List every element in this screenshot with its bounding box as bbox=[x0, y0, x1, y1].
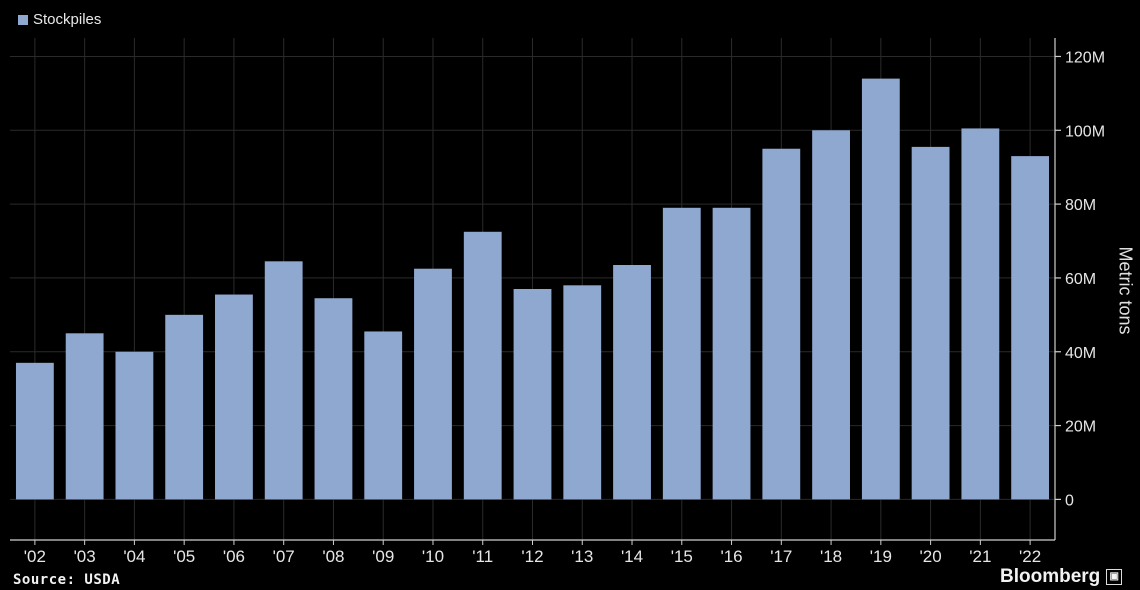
bar-12 bbox=[513, 289, 552, 500]
x-tick-label: '04 bbox=[123, 547, 145, 566]
bar-08 bbox=[314, 298, 353, 500]
y-tick-label: 120M bbox=[1065, 49, 1105, 66]
legend-swatch bbox=[18, 14, 28, 25]
legend-label: Stockpiles bbox=[33, 11, 102, 28]
x-tick-label: '21 bbox=[969, 547, 991, 566]
x-tick-label: '15 bbox=[671, 547, 693, 566]
bar-04 bbox=[115, 351, 154, 500]
x-tick-label: '22 bbox=[1019, 547, 1041, 566]
x-tick-label: '10 bbox=[422, 547, 444, 566]
y-tick-label: 20M bbox=[1065, 419, 1096, 436]
bar-16 bbox=[712, 207, 751, 500]
x-tick-label: '11 bbox=[472, 547, 493, 566]
bar-15 bbox=[662, 207, 701, 500]
x-tick-label: '13 bbox=[571, 547, 593, 566]
bloomberg-icon: ▣ bbox=[1106, 569, 1123, 585]
x-tick-label: '02 bbox=[24, 547, 46, 566]
x-tick-label: '14 bbox=[621, 547, 643, 566]
bar-02 bbox=[15, 362, 54, 500]
x-tick-label: '08 bbox=[322, 547, 344, 566]
bar-13 bbox=[563, 285, 602, 500]
y-tick-label: 0 bbox=[1065, 492, 1074, 509]
x-tick-label: '18 bbox=[820, 547, 842, 566]
x-tick-label: '20 bbox=[920, 547, 942, 566]
x-tick-label: '17 bbox=[770, 547, 792, 566]
bar-09 bbox=[364, 331, 403, 500]
x-tick-label: '09 bbox=[372, 547, 394, 566]
bar-18 bbox=[812, 130, 850, 500]
bar-03 bbox=[65, 333, 104, 500]
bar-17 bbox=[762, 148, 801, 500]
bar-11 bbox=[463, 231, 502, 500]
source-note: Source: USDA bbox=[13, 572, 121, 588]
x-tick-label: '06 bbox=[223, 547, 245, 566]
bar-14 bbox=[613, 265, 651, 500]
x-tick-label: '05 bbox=[173, 547, 195, 566]
y-axis-label: Metric tons bbox=[1115, 245, 1136, 335]
bar-21 bbox=[961, 128, 1000, 500]
bar-19 bbox=[861, 78, 900, 500]
y-tick-label: 40M bbox=[1065, 345, 1096, 362]
x-tick-label: '03 bbox=[74, 547, 96, 566]
y-tick-label: 100M bbox=[1065, 123, 1105, 140]
bar-22 bbox=[1011, 156, 1050, 500]
bar-10 bbox=[414, 268, 452, 500]
legend: Stockpiles bbox=[18, 11, 101, 28]
bar-20 bbox=[911, 146, 950, 500]
y-tick-label: 60M bbox=[1065, 271, 1096, 288]
x-tick-label: '07 bbox=[273, 547, 295, 566]
brand-name: Bloomberg bbox=[1000, 566, 1101, 587]
brand-logo: Bloomberg ▣ bbox=[1000, 566, 1123, 588]
y-tick-label: 80M bbox=[1065, 197, 1096, 214]
bar-06 bbox=[215, 294, 253, 500]
bar-05 bbox=[165, 314, 204, 500]
bar-07 bbox=[264, 261, 303, 500]
x-tick-label: '16 bbox=[720, 547, 742, 566]
x-tick-label: '12 bbox=[521, 547, 543, 566]
x-tick-label: '19 bbox=[870, 547, 892, 566]
